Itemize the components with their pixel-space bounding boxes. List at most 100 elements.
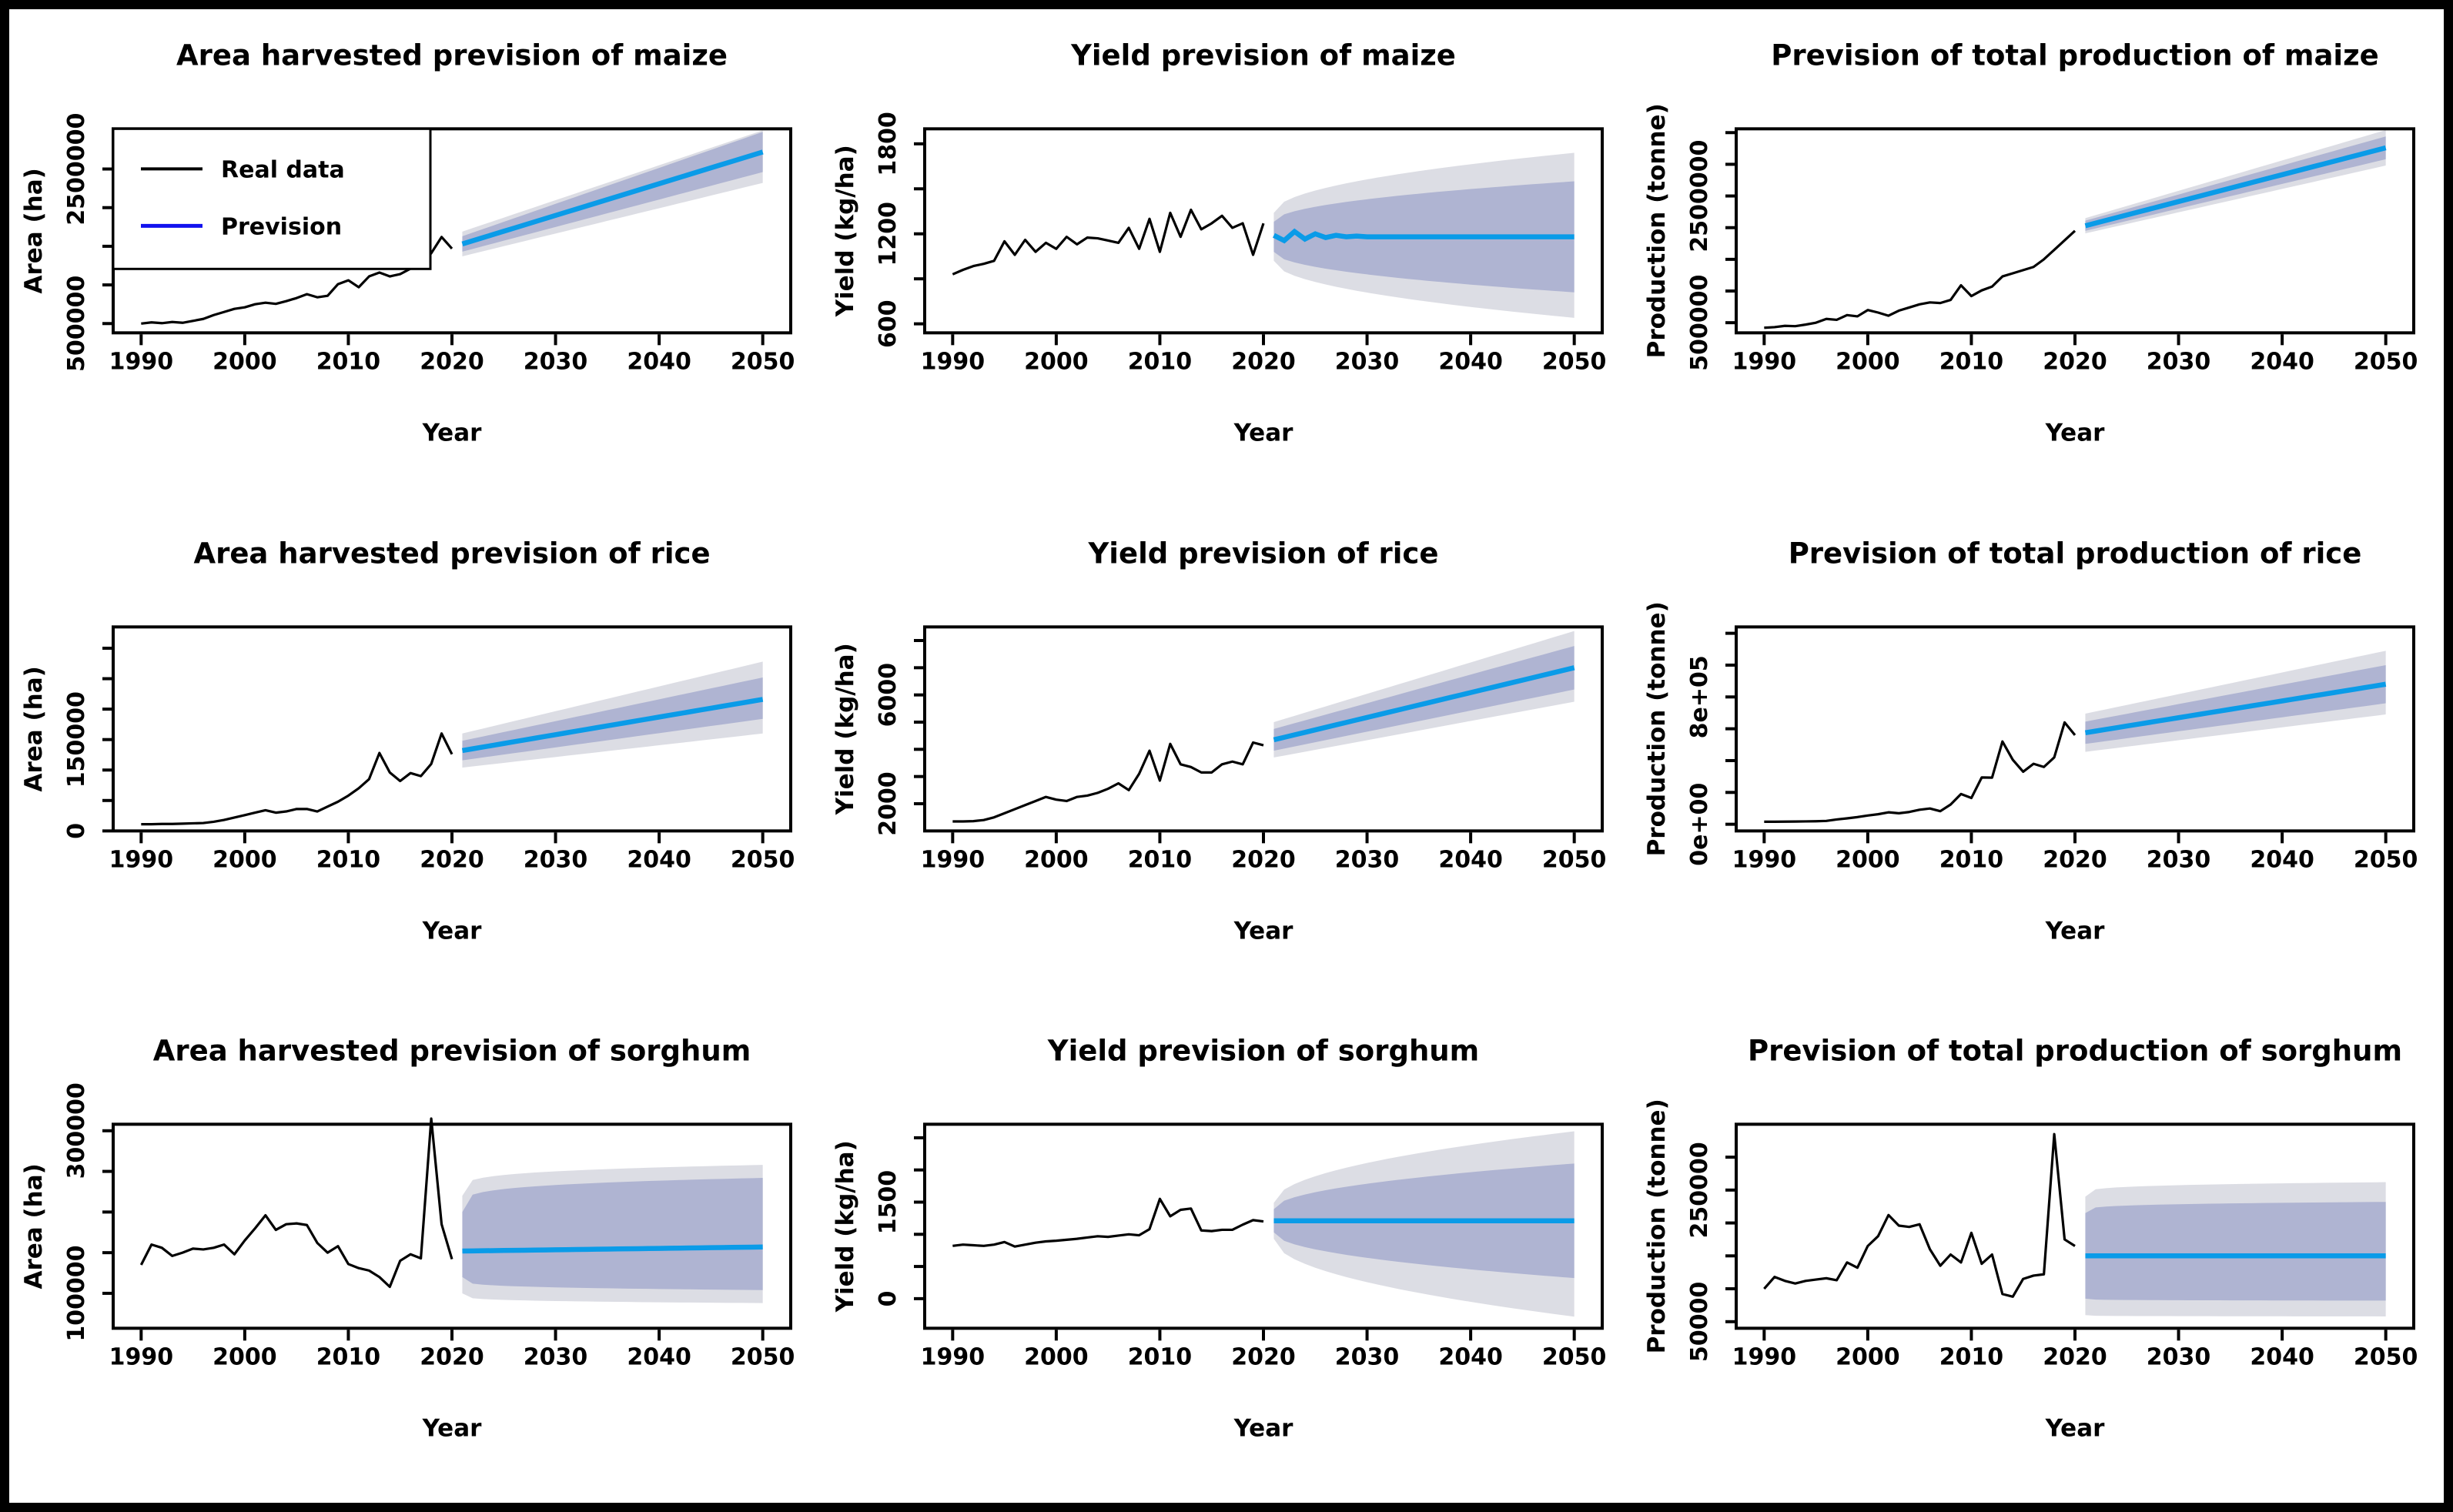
prevision-line bbox=[2084, 145, 2387, 229]
x-tick-label: 2030 bbox=[524, 846, 588, 873]
chart-4: 1990 2000 2010 2020 2030 2040 2050 0 150000 Area … bbox=[20, 537, 795, 945]
real-data-line bbox=[952, 208, 1265, 276]
chart-9: 1990 2000 2010 2020 2030 2040 2050 50000 250000 P… bbox=[1643, 1035, 2418, 1443]
x-tick-label: 2010 bbox=[1128, 846, 1193, 873]
x-axis-label: Year bbox=[1233, 419, 1294, 447]
x-tick-label: 2030 bbox=[1335, 846, 1400, 873]
plot-box bbox=[923, 624, 1604, 832]
x-tick-label: 2030 bbox=[2147, 348, 2211, 375]
x-tick-label: 2050 bbox=[731, 1344, 795, 1371]
legend-box bbox=[112, 127, 432, 270]
x-tick-label: 2010 bbox=[316, 846, 381, 873]
x-axis-label: Year bbox=[2045, 419, 2106, 447]
x-tick-label: 2000 bbox=[1024, 1344, 1089, 1371]
x-tick-label: 2040 bbox=[1438, 846, 1503, 873]
prevision-line bbox=[462, 1244, 763, 1254]
y-tick-label: 300000 bbox=[63, 1082, 90, 1179]
prevision-line bbox=[1272, 228, 1575, 244]
x-axis-label: Year bbox=[422, 1415, 483, 1443]
x-tick-label: 2000 bbox=[213, 348, 277, 375]
plot-box bbox=[1735, 624, 2415, 832]
legend-real-label: Real data bbox=[221, 156, 345, 183]
x-tick-label: 2030 bbox=[1335, 348, 1400, 375]
x-tick-label: 2050 bbox=[731, 348, 795, 375]
x-tick-label: 2000 bbox=[1836, 348, 1900, 375]
x-tick-label: 2050 bbox=[1542, 1344, 1607, 1371]
prevision-line bbox=[461, 149, 764, 247]
x-tick-label: 2020 bbox=[2043, 846, 2107, 873]
x-tick-label: 2040 bbox=[2250, 1344, 2314, 1371]
y-tick-label: 500000 bbox=[1686, 275, 1713, 371]
real-data-line bbox=[139, 1117, 453, 1289]
x-tick-label: 2010 bbox=[1939, 1344, 2004, 1371]
x-tick-label: 2020 bbox=[420, 1344, 484, 1371]
plot-title: Area harvested prevision of maize bbox=[176, 38, 728, 72]
y-tick-label: 150000 bbox=[63, 691, 90, 788]
x-tick-label: 2030 bbox=[1335, 1344, 1400, 1371]
y-tick-label: 600 bbox=[875, 299, 902, 348]
y-tick-label: 250000 bbox=[1686, 1142, 1713, 1239]
plot-box bbox=[112, 624, 792, 832]
plot-title: Area harvested prevision of sorghum bbox=[153, 1035, 751, 1068]
confidence-band-80 bbox=[462, 1178, 763, 1291]
x-tick-label: 2040 bbox=[1438, 348, 1503, 375]
x-tick-label: 1990 bbox=[921, 1344, 986, 1371]
y-axis-label: Yield (kg/ha) bbox=[832, 1141, 859, 1313]
y-axis-label: Area (ha) bbox=[20, 168, 48, 293]
x-axis-label: Year bbox=[2045, 1415, 2106, 1443]
x-tick-label: 2040 bbox=[2250, 348, 2314, 375]
y-tick-label: 500000 bbox=[63, 276, 90, 372]
legend-prevision-label: Prevision bbox=[221, 213, 342, 240]
y-axis-label: Yield (kg/ha) bbox=[832, 643, 859, 815]
x-tick-label: 2050 bbox=[1542, 846, 1607, 873]
prevision-line bbox=[2084, 681, 2387, 735]
x-tick-label: 2020 bbox=[1231, 348, 1296, 375]
prevision-line bbox=[1273, 664, 1575, 742]
real-data-line bbox=[1764, 721, 2077, 823]
x-tick-label: 2050 bbox=[2354, 348, 2418, 375]
x-tick-label: 1990 bbox=[109, 1344, 174, 1371]
confidence-band-80 bbox=[2085, 1202, 2386, 1301]
y-tick-label: 2500000 bbox=[63, 112, 90, 225]
plot-box bbox=[923, 1122, 1604, 1330]
chart-1: 1990 2000 2010 2020 2030 2040 2050 500000 250000… bbox=[20, 38, 795, 447]
y-tick-label: 1200 bbox=[875, 202, 902, 266]
x-axis-label: Year bbox=[422, 419, 483, 447]
y-tick-label: 2500000 bbox=[1686, 140, 1713, 253]
x-tick-label: 2010 bbox=[316, 348, 381, 375]
x-tick-label: 2050 bbox=[2354, 1344, 2418, 1371]
x-tick-label: 2050 bbox=[731, 846, 795, 873]
x-tick-label: 1990 bbox=[109, 846, 174, 873]
y-axis-label: Production (tonne) bbox=[1643, 1099, 1671, 1354]
y-tick-label: 6000 bbox=[875, 663, 902, 728]
x-tick-label: 1990 bbox=[1732, 846, 1797, 873]
chart-5: 1990 2000 2010 2020 2030 2040 2050 2000 6000 Yiel… bbox=[832, 537, 1607, 945]
y-tick-label: 50000 bbox=[1686, 1282, 1713, 1362]
plot-title: Prevision of total production of maize bbox=[1771, 38, 2378, 72]
x-tick-label: 2030 bbox=[2147, 846, 2211, 873]
y-tick-label: 0 bbox=[63, 823, 90, 839]
real-data-line bbox=[141, 731, 453, 825]
plot-box bbox=[1735, 1122, 2415, 1330]
plot-box bbox=[112, 1122, 792, 1330]
x-tick-label: 2030 bbox=[2147, 1344, 2211, 1371]
x-tick-label: 2030 bbox=[524, 1344, 588, 1371]
x-axis-label: Year bbox=[422, 917, 483, 945]
chart-3: 1990 2000 2010 2020 2030 2040 2050 500000 250000… bbox=[1643, 38, 2418, 447]
x-tick-label: 2040 bbox=[1438, 1344, 1503, 1371]
real-data-line bbox=[141, 236, 453, 325]
x-tick-label: 2000 bbox=[1024, 348, 1089, 375]
plot-title: Yield prevision of sorghum bbox=[1047, 1035, 1479, 1068]
confidence-band-80 bbox=[2085, 136, 2386, 231]
y-axis-label: Production (tonne) bbox=[1643, 601, 1671, 856]
x-tick-label: 2000 bbox=[1836, 846, 1900, 873]
confidence-band-80 bbox=[1273, 645, 1575, 751]
y-tick-label: 8e+05 bbox=[1686, 655, 1713, 738]
x-tick-label: 2030 bbox=[524, 348, 588, 375]
x-tick-label: 2020 bbox=[1231, 846, 1296, 873]
x-tick-label: 2000 bbox=[1024, 846, 1089, 873]
chart-7: 1990 2000 2010 2020 2030 2040 2050 100000 300000… bbox=[20, 1035, 795, 1443]
x-tick-label: 1990 bbox=[1732, 1344, 1797, 1371]
x-tick-label: 2020 bbox=[420, 348, 484, 375]
